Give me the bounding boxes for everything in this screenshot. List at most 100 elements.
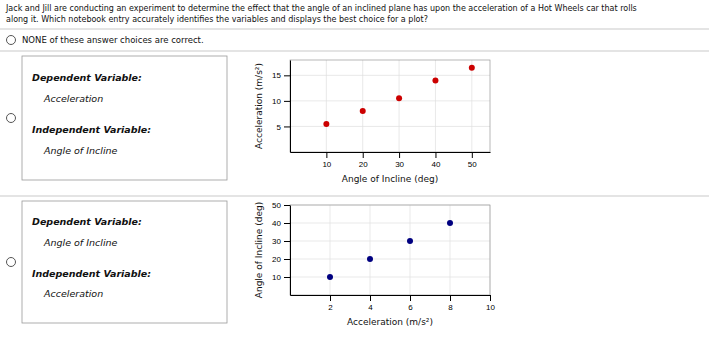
page: Jack and Jill are conducting an experime…: [0, 0, 709, 338]
plot-frame: [290, 60, 490, 152]
point: [360, 108, 366, 114]
tick-label: 15: [272, 71, 281, 80]
tick-label: 40: [272, 219, 281, 228]
tick-mark: [370, 295, 371, 301]
y-tick: 40: [272, 219, 290, 228]
y-tick: 50: [272, 201, 290, 210]
plot-background: [290, 60, 490, 152]
tick-mark: [284, 241, 290, 242]
variable-label: Independent Variable:: [32, 268, 151, 279]
tick-mark: [284, 277, 290, 278]
variable-value: Angle of Incline: [43, 237, 118, 248]
y-tick: 30: [272, 237, 290, 246]
y-axis: 5 10 15: [272, 61, 290, 153]
tick-label: 8: [448, 303, 453, 312]
tick-label: 20: [359, 160, 368, 169]
plot-frame: [290, 205, 490, 295]
subtitle: along it. Which notebook entry accuratel…: [6, 15, 428, 24]
tick-label: 4: [368, 303, 373, 312]
x-tick: 30: [395, 152, 404, 169]
title: Jack and Jill are conducting an experime…: [5, 4, 637, 13]
grid-line: [399, 60, 400, 152]
y-tick: 10: [272, 97, 290, 106]
y-tick: 10: [272, 273, 290, 282]
tick-mark: [435, 152, 436, 158]
tick-mark: [472, 152, 473, 158]
x-tick: 50: [468, 152, 477, 169]
tick-mark: [284, 75, 290, 76]
axis-line: [290, 206, 291, 296]
text-box: [22, 201, 227, 323]
x-tick: 8: [448, 295, 453, 312]
tick-label: 20: [272, 255, 281, 264]
y-tick: 15: [272, 71, 290, 80]
variable-value: Angle of Incline: [43, 145, 118, 156]
grid-line: [290, 100, 490, 101]
tick-mark: [399, 152, 400, 158]
tick-mark: [284, 126, 290, 127]
x-axis: 10 20 30 40 50: [291, 152, 491, 169]
tick-label: 10: [272, 273, 281, 282]
plot: 2468101020304050Acceleration (m/s²)Angle…: [254, 201, 495, 327]
points: [323, 65, 474, 127]
tick-mark: [326, 152, 327, 158]
y-tick: 20: [272, 255, 290, 264]
radio-button[interactable]: [7, 36, 16, 45]
separator: [0, 29, 709, 30]
point: [447, 220, 453, 226]
tick-label: 50: [468, 160, 477, 169]
y-axis: 10 20 30 40 50: [272, 201, 290, 295]
variable-label: Dependent Variable:: [32, 72, 142, 83]
x-tick: 10: [322, 152, 331, 169]
grid: [290, 60, 490, 152]
variable-value: Acceleration: [43, 288, 103, 299]
grid-line: [330, 205, 331, 295]
radio-button[interactable]: [7, 258, 16, 267]
text-box: [22, 56, 227, 180]
x-axis-title: Acceleration (m/s²): [347, 317, 433, 327]
x-tick: 40: [432, 152, 441, 169]
tick-mark: [490, 295, 491, 301]
x-tick: 20: [359, 152, 368, 169]
tick-label: 10: [272, 97, 281, 106]
x-axis-title: Angle of Incline (deg): [342, 174, 438, 184]
plot: 10 20 30 40 50 5 10 15 Angle of Incline (deg) Acc…: [254, 60, 491, 184]
tick-label: 2: [328, 303, 333, 312]
grid-line: [370, 205, 371, 295]
x-tick: 4: [368, 295, 373, 312]
point: [432, 77, 438, 83]
tick-label: 30: [272, 237, 281, 246]
y-axis-title: Acceleration (m/s²): [254, 63, 264, 149]
y-tick: 5: [277, 123, 290, 132]
tick-mark: [284, 223, 290, 224]
tick-label: 5: [277, 123, 282, 132]
x-tick: 10: [486, 295, 495, 312]
x-tick: 6: [408, 295, 413, 312]
point: [327, 274, 333, 280]
tick-label: 30: [395, 160, 404, 169]
variable-value: Acceleration: [43, 93, 103, 104]
tick-label: 50: [272, 201, 281, 210]
grid-line: [290, 241, 490, 242]
plot-background: [290, 205, 490, 295]
tick-label: 10: [322, 160, 331, 169]
tick-mark: [284, 205, 290, 206]
point: [407, 238, 413, 244]
grid-line: [410, 205, 411, 295]
grid-line: [471, 60, 472, 152]
grid-line: [326, 60, 327, 152]
variable-label: Dependent Variable:: [32, 216, 142, 227]
separator: [0, 51, 709, 52]
tick-label: 10: [486, 303, 495, 312]
grid-line: [435, 60, 436, 152]
separator: [0, 196, 709, 197]
x-tick: 2: [328, 295, 333, 312]
points: [327, 220, 453, 280]
radio-button[interactable]: [7, 114, 16, 123]
tick-label: 40: [432, 160, 441, 169]
variable-label: Independent Variable:: [32, 124, 151, 135]
axis-line: [291, 152, 491, 153]
axis-line: [291, 295, 491, 296]
answer-text: NONE of these answer choices are correct…: [22, 35, 204, 45]
grid-line: [362, 60, 363, 152]
